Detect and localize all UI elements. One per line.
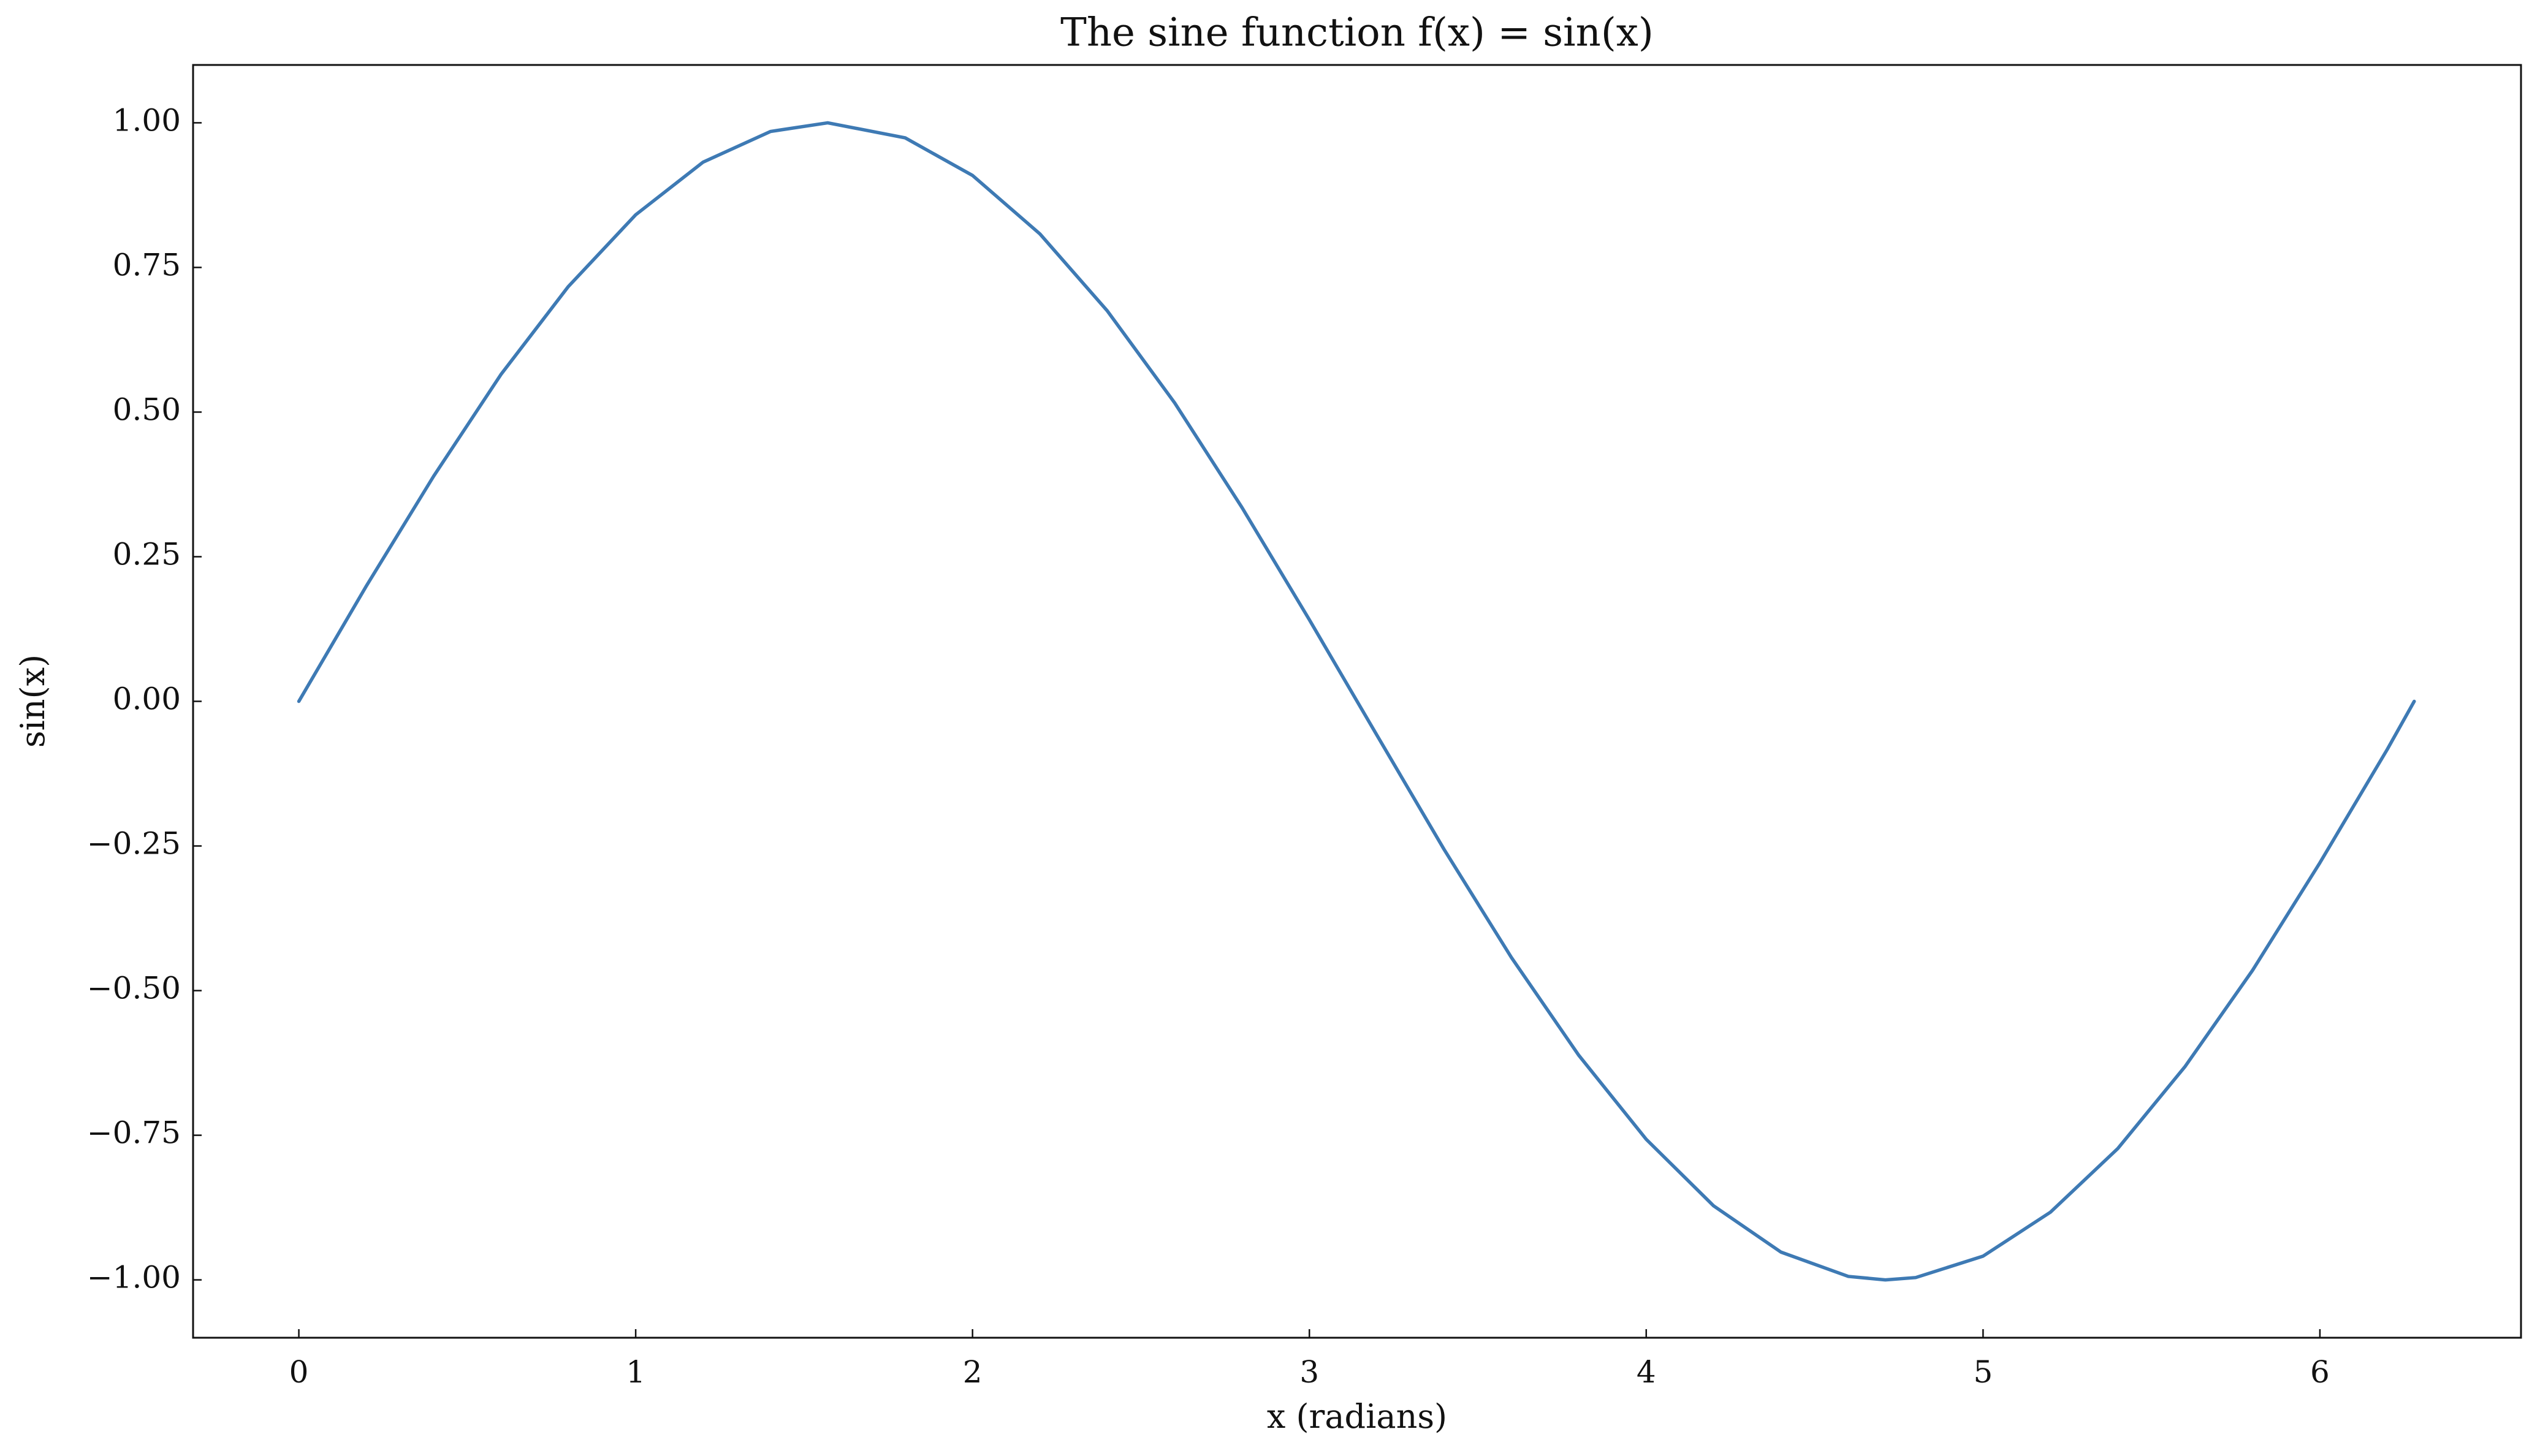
y-tick-label: −0.75 [87,1115,181,1151]
y-axis-label: sin(x) [13,654,52,748]
y-tick-label: −0.25 [87,826,181,862]
x-tick-label: 1 [626,1354,645,1390]
x-tick-label: 0 [289,1354,309,1390]
y-tick-label: −0.50 [87,971,181,1006]
y-tick-label: 1.00 [113,102,181,138]
y-tick-label: 0.25 [113,536,181,572]
x-axis-label: x (radians) [1267,1397,1447,1436]
chart-title: The sine function f(x) = sin(x) [1060,10,1654,56]
y-tick-label: 0.50 [113,392,181,427]
y-tick-label: 0.75 [113,247,181,282]
x-tick-label: 3 [1299,1354,1319,1390]
x-tick-label: 2 [963,1354,983,1390]
line-series [297,121,2416,1282]
x-tick-label: 4 [1637,1354,1656,1390]
plot-frame [192,64,2522,1339]
x-tick-label: 6 [2310,1354,2330,1390]
x-tick-label: 5 [1973,1354,1993,1390]
y-tick-label: 0.00 [113,681,181,717]
y-tick-label: −1.00 [87,1260,181,1295]
